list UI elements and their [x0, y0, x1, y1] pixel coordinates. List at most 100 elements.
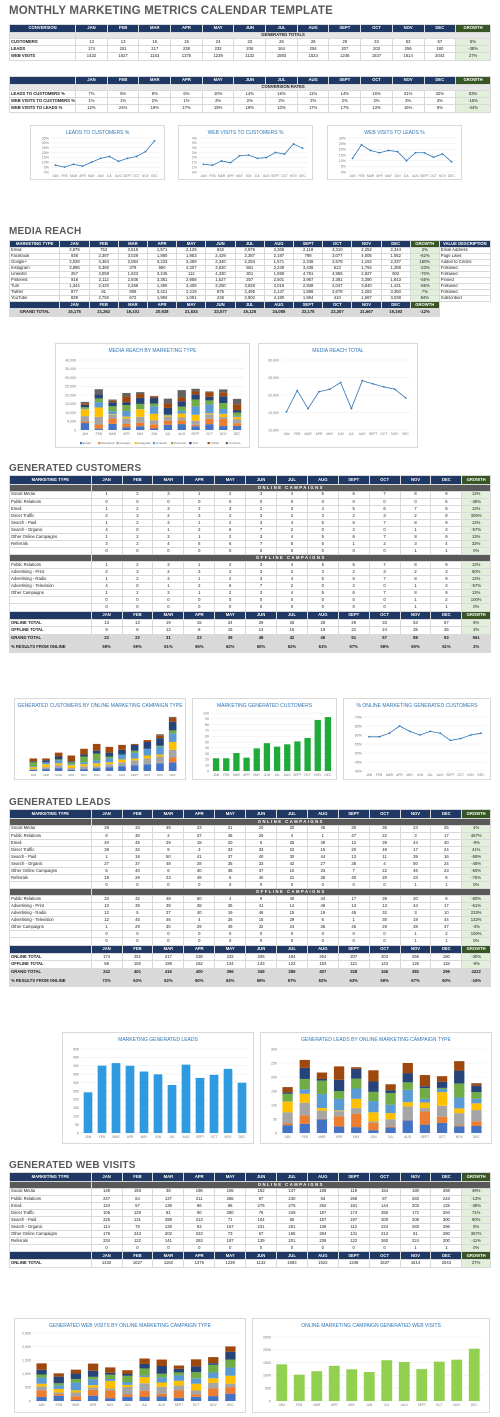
row-label: Other Online Campaigns: [9, 1230, 92, 1239]
header-label: [8, 76, 77, 85]
stack-segment: [139, 1397, 150, 1401]
cell: 66: [214, 1201, 247, 1210]
stack-segment: [402, 1073, 413, 1083]
y-tick-label: 40,000: [65, 358, 76, 362]
cell: 7: [337, 867, 370, 876]
cell: 206: [245, 952, 277, 961]
cell: 24: [399, 824, 432, 833]
cell: 6: [337, 560, 370, 569]
growth-cell: 13%: [461, 575, 491, 584]
cell: 0: [306, 1244, 339, 1253]
cell: 6: [337, 490, 370, 499]
stack-segment: [168, 717, 177, 722]
y-tick-label: 150: [73, 1106, 79, 1110]
table-row: Facebook 938 2,387 3,029 1,880 1,953 2,429 2,38…: [8, 253, 492, 260]
cell: 162: [183, 960, 216, 969]
month-header: DEC: [430, 475, 463, 485]
stack-segment: [402, 1106, 413, 1121]
x-tick-label: MAY: [107, 1403, 115, 1407]
stack-segment: [80, 404, 90, 408]
cell: 231: [245, 1222, 277, 1232]
cell: 50: [183, 894, 216, 903]
cell: 126: [399, 960, 432, 969]
x-tick-label: JUN: [394, 174, 401, 178]
cell: 0: [275, 881, 308, 890]
stack-segment: [419, 1108, 431, 1112]
cell: 0: [275, 603, 308, 612]
stack-segment: [156, 1393, 167, 1397]
cell: 1: [90, 923, 123, 932]
y-tick-label: 30%: [339, 136, 347, 140]
y-tick-label: 60: [205, 735, 209, 739]
x-tick-label: AUG: [437, 773, 444, 777]
cell: 1163: [138, 52, 172, 61]
stack-segment: [29, 766, 38, 768]
leads-by-campaign-chart: GENERATED LEADS BY ONLINE MARKETING CAMP…: [260, 1032, 492, 1144]
row-label: [9, 596, 92, 605]
cell: 3: [368, 567, 401, 577]
x-tick-label: MAY: [141, 1135, 149, 1139]
stack-segment: [156, 735, 164, 739]
cell: 234: [90, 1237, 123, 1246]
header-row: JAN FEB MAR APR MAY JUN JUL AUG SEPT OCT NOV DEC GRO…: [9, 610, 491, 620]
table-row: Email 134 57 139 86 66 276 275 262 181 144 203 125 -3…: [9, 1201, 491, 1210]
x-tick-label: JAN: [279, 1403, 286, 1407]
cell: 29: [152, 838, 185, 847]
month-header: NOV: [399, 610, 432, 620]
month-header: FEB: [106, 24, 140, 33]
cell: 119: [430, 960, 463, 969]
data-point: [72, 163, 75, 166]
x-tick-label: JUN: [264, 773, 271, 777]
cell: 3: [245, 567, 277, 577]
cell: 0: [121, 930, 154, 939]
cell: 0: [152, 596, 185, 605]
y-tick-label: 0: [74, 428, 76, 432]
cell: 0: [306, 547, 339, 556]
cell: 1: [399, 547, 432, 556]
cell: 19,193: [380, 308, 411, 317]
table-row: Referrals 234 122 141 263 197 139 201 236 122 260 2…: [9, 1237, 491, 1246]
growth-header: GROWTH: [461, 1251, 491, 1261]
cell: 0: [368, 603, 401, 612]
month-header: AUG: [296, 76, 330, 85]
x-tick-label: FEB: [61, 174, 67, 178]
cell: 1: [90, 504, 123, 513]
cell: 28: [90, 824, 123, 833]
cell: 19: [152, 618, 185, 627]
month-header: JUN: [245, 475, 277, 485]
cell: 5: [337, 504, 370, 513]
month-header: NOV: [399, 944, 432, 954]
stack-segment: [163, 407, 173, 415]
x-tick-label: APR: [376, 174, 383, 178]
cell: 0: [90, 881, 123, 890]
rate-chart: WEB VISITS TO LEADS % 30% 25% 20% 15% 10% 5% 0%…: [327, 125, 462, 180]
cell: 213: [368, 1230, 401, 1239]
stack-segment: [205, 418, 214, 425]
cell: 42: [275, 633, 308, 644]
cell: 51: [337, 633, 370, 644]
cell: 53: [391, 37, 425, 47]
cell: 60%: [399, 642, 432, 653]
cell: 150: [121, 960, 154, 969]
row-label: Search - Paid: [9, 852, 92, 861]
table-row: Public Relations 0 0 0 0 0 0 0 0 0 0 0 5 -38%: [9, 497, 491, 506]
stack-segment: [36, 1377, 47, 1384]
month-header: APR: [183, 1251, 216, 1261]
table-row: Search - Paid 1 16 50 41 37 40 30 44 13 11 39 16 -59%: [9, 852, 491, 861]
rate-chart: WEB VISITS TO CUSTOMERS % 4% 3% 3% 2% 2% 1% 1% 0…: [178, 125, 313, 180]
stack-segment: [190, 1383, 202, 1391]
x-tick-label: OCT: [211, 1135, 218, 1139]
stack-segment: [70, 1369, 82, 1374]
row-label: Advertising - Print: [9, 901, 92, 911]
bar: [83, 1092, 93, 1133]
data-point: [339, 381, 342, 384]
growth-cell: 3%: [461, 626, 491, 635]
month-header: OCT: [368, 944, 401, 954]
cell: 1: [337, 540, 370, 549]
cell: 0: [245, 881, 277, 890]
cell: 1375: [170, 52, 203, 61]
growth-cell: 367%: [461, 1230, 491, 1239]
x-tick-label: AUG: [412, 174, 419, 178]
